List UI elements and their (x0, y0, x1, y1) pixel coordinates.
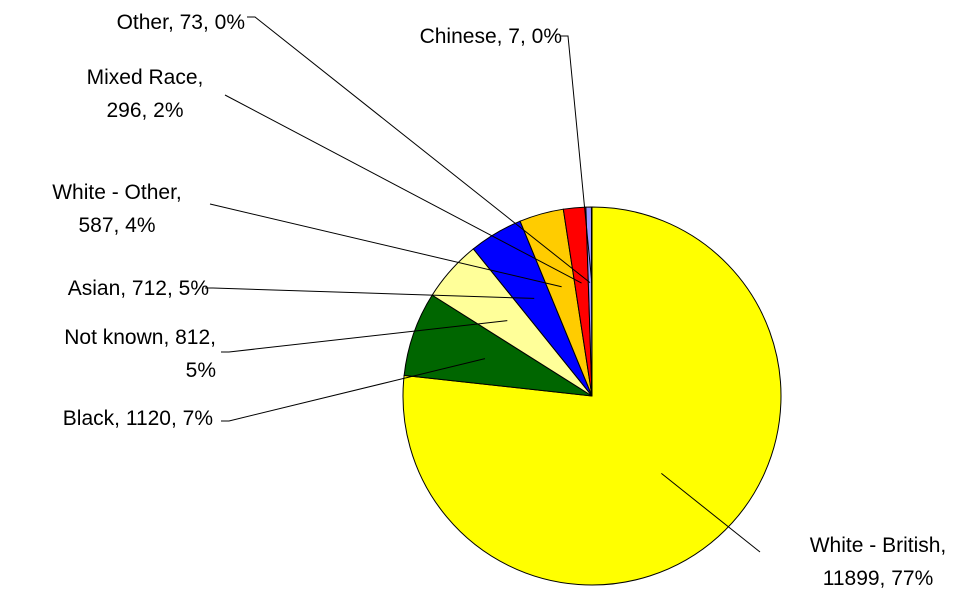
label-mixed-race: Mixed Race, 296, 2% (87, 66, 204, 122)
label-white-british: White - British, 11899, 77% (810, 534, 947, 590)
label-line: Mixed Race, (87, 66, 204, 89)
leader-asian (205, 287, 535, 299)
label-black: Black, 1120, 7% (63, 407, 213, 430)
label-line: 11899, 77% (823, 567, 934, 590)
pie-slices (402, 206, 782, 586)
leader-black (221, 358, 486, 422)
leader-white-british (661, 473, 761, 553)
label-line: Chinese, 7, 0% (420, 25, 562, 48)
label-not-known: Not known, 812, 5% (64, 326, 216, 382)
label-white-other: White - Other, 587, 4% (52, 181, 182, 237)
data-labels: White - British, 11899, 77% Black, 1120, 7… (52, 11, 946, 590)
leader-chinese (560, 35, 593, 283)
label-line: 296, 2% (106, 99, 183, 122)
label-asian: Asian, 712, 5% (68, 277, 209, 300)
label-line: White - Other, (52, 181, 182, 204)
label-other: Other, 73, 0% (117, 11, 245, 34)
leader-not-known (221, 320, 508, 353)
label-line: Other, 73, 0% (117, 11, 245, 34)
leader-lines (205, 16, 761, 553)
label-line: Asian, 712, 5% (68, 277, 209, 300)
label-line: Black, 1120, 7% (63, 407, 213, 430)
leader-mixed-race (224, 94, 582, 284)
slice-chinese (590, 206, 593, 397)
leader-other (247, 16, 591, 284)
label-line: 5% (186, 359, 216, 382)
label-line: Not known, 812, (64, 326, 216, 349)
label-line: White - British, (810, 534, 947, 557)
leader-white-other (209, 203, 562, 288)
label-chinese: Chinese, 7, 0% (420, 25, 562, 48)
label-line: 587, 4% (78, 214, 155, 237)
